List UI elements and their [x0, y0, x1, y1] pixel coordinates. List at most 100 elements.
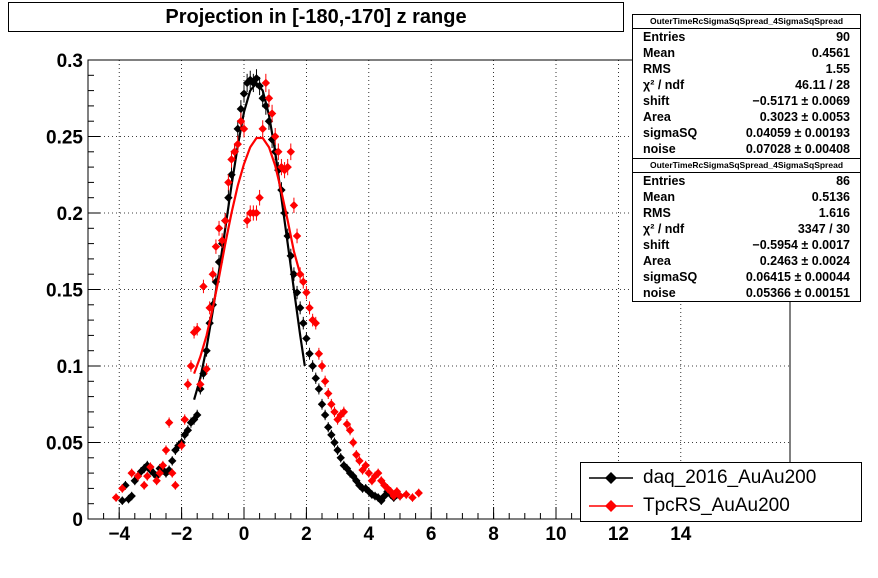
data-point [317, 361, 327, 371]
data-point [283, 162, 292, 172]
stats-row-value: −0.5954 ± 0.0017 [752, 238, 850, 252]
chart-title-text: Projection in [-180,-170] z range [165, 5, 467, 28]
data-point [118, 496, 127, 505]
y-tick-label: 0.15 [46, 281, 83, 302]
data-point [289, 201, 299, 210]
stats-row-label: shift [643, 94, 670, 108]
data-point [305, 349, 314, 358]
data-point [224, 193, 233, 202]
data-point [252, 208, 261, 218]
data-point [361, 461, 370, 470]
data-point [146, 462, 155, 472]
data-point [224, 178, 233, 187]
stats-row-label: RMS [643, 62, 671, 76]
data-point [373, 468, 383, 478]
data-point [211, 242, 221, 251]
data-point [255, 81, 264, 91]
stats-row-label: sigmaSQ [643, 270, 698, 284]
x-tick-label: 6 [426, 524, 437, 545]
data-point [252, 74, 261, 83]
stats-row: χ² / ndf 3347 / 30 [633, 221, 860, 237]
data-point [311, 318, 320, 328]
legend-label-tpcrs: TpcRS_AuAu200 [643, 495, 790, 516]
data-point [286, 147, 295, 156]
legend-item-tpcrs: TpcRS_AuAu200 [581, 493, 790, 519]
data-point [408, 493, 417, 502]
data-point [233, 139, 242, 149]
data-point [230, 147, 239, 156]
data-point [342, 419, 352, 429]
data-point [327, 430, 336, 440]
data-point [139, 481, 149, 490]
y-tick-label: 0.25 [46, 128, 83, 149]
stats-row-value: 90 [836, 30, 850, 44]
x-tick-label: 0 [239, 524, 250, 545]
data-point [258, 124, 267, 134]
stats-row-value: 1.55 [825, 62, 850, 76]
data-point [221, 216, 230, 225]
y-tick-label: 0.1 [57, 357, 84, 378]
data-point [183, 426, 193, 435]
stats-row-value: 0.07028 ± 0.00408 [745, 142, 850, 156]
data-point [233, 124, 242, 134]
data-point [258, 94, 267, 103]
stats-header: OuterTimeRcSigmaSqSpread_4SigmaSqSpread [633, 159, 860, 173]
stats-row: Area 0.3023 ± 0.0053 [633, 109, 860, 125]
data-point [164, 418, 174, 427]
stats-row-label: noise [643, 286, 676, 300]
data-point [133, 471, 143, 481]
data-point [255, 193, 264, 202]
data-point [311, 374, 320, 383]
data-point [139, 464, 149, 473]
stats-row: noise 0.05366 ± 0.00151 [633, 285, 860, 301]
data-point [193, 410, 202, 420]
stats-row-value: −0.5171 ± 0.0069 [752, 94, 850, 108]
y-tick-label: 0.2 [57, 204, 83, 225]
stats-row-label: Entries [643, 174, 686, 188]
data-point [261, 78, 271, 88]
stats-row-value: 0.06415 ± 0.00044 [745, 270, 850, 284]
stats-row-label: shift [643, 238, 670, 252]
stats-row-label: Entries [643, 30, 686, 44]
data-point [355, 456, 364, 466]
data-point [336, 453, 345, 462]
stats-row-label: RMS [643, 206, 671, 220]
data-point [299, 318, 308, 328]
stats-box-daq: OuterTimeRcSigmaSqSpread_4SigmaSqSpread … [632, 14, 861, 159]
x-tick-label: −4 [108, 524, 130, 545]
data-point [199, 282, 208, 291]
data-point [186, 361, 196, 371]
data-point [302, 334, 311, 343]
stats-row-label: Area [643, 110, 671, 124]
stats-row-value: 0.2463 ± 0.0024 [759, 254, 850, 268]
data-point [158, 461, 168, 470]
data-point [208, 270, 217, 279]
data-point [333, 445, 342, 455]
stats-row: Entries 86 [633, 173, 860, 189]
stats-row-value: 0.3023 ± 0.0053 [759, 110, 850, 124]
data-point [314, 349, 324, 358]
data-point [267, 109, 277, 118]
stats-row: RMS 1.616 [633, 205, 860, 221]
data-point [317, 400, 327, 409]
data-point [171, 481, 180, 490]
data-point [280, 208, 289, 218]
data-point [292, 231, 302, 241]
data-point [274, 147, 283, 156]
data-point [168, 468, 177, 478]
data-point [308, 361, 317, 371]
y-tick-label: 0 [72, 510, 83, 531]
data-point [305, 303, 314, 313]
data-point [395, 491, 405, 501]
data-point [152, 476, 161, 485]
data-point [236, 104, 246, 114]
stats-row-value: 0.05366 ± 0.00151 [745, 286, 850, 300]
data-point [292, 288, 302, 297]
data-point [271, 132, 280, 141]
data-point [205, 303, 214, 313]
data-point [143, 471, 152, 481]
data-point [196, 380, 205, 389]
stats-row-value: 1.616 [818, 206, 850, 220]
stats-row: Entries 90 [633, 29, 860, 45]
legend: daq_2016_AuAu200 TpcRS_AuAu200 [580, 462, 862, 522]
